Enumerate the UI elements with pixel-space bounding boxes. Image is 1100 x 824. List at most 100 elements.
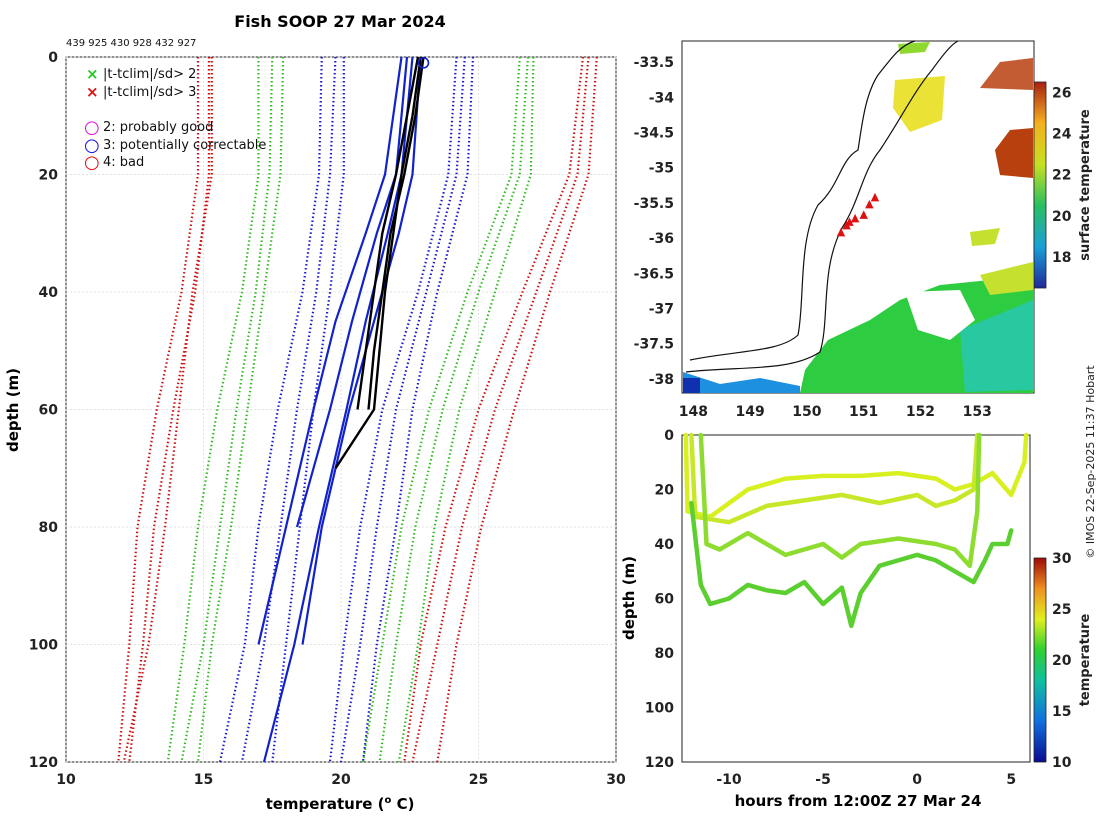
xlabel-tail: C) — [391, 795, 414, 813]
station-marker: ▲ — [859, 207, 868, 220]
ts-y-tick-label: 80 — [655, 646, 675, 662]
sst-colorbar-ticks: 26 24 22 20 18 — [1052, 85, 1072, 266]
sst-yellowgreen-patch — [980, 262, 1033, 295]
map-y-tick-label: -38 — [649, 372, 674, 388]
map-x-tick-label: 149 — [736, 404, 765, 420]
map-y-tick-label: -37.5 — [634, 337, 674, 353]
station-marker: ▲ — [842, 218, 851, 231]
profile-line — [271, 57, 345, 763]
map-x-tick-label: 148 — [679, 404, 708, 420]
legend-label-sd3: |t-tclim|/sd> 3 — [103, 85, 196, 100]
profile-line — [339, 56, 466, 763]
station-marker: ▲ — [837, 225, 846, 238]
map-y-tick-label: -34.5 — [634, 126, 674, 142]
station-markers: ▲▲▲▲ ▲▲▲ — [837, 190, 880, 238]
temp-colorbar-tick: 25 — [1052, 602, 1071, 618]
map-x-tick-label: 150 — [792, 404, 821, 420]
shelf-contour — [685, 40, 959, 373]
profiles-x-axis-label: temperature (o C) — [266, 795, 415, 813]
profile-line — [122, 57, 213, 763]
legend-symbol-flag4: ○ — [84, 152, 100, 173]
map-y-tick-label: -37 — [649, 302, 674, 318]
sst-colorbar-tick: 20 — [1052, 209, 1072, 225]
ts-y-tick-label: 120 — [645, 755, 674, 771]
profile-line — [128, 57, 211, 763]
profile-line — [166, 57, 260, 763]
ts-x-tick-label: -5 — [815, 772, 831, 788]
profiles-ticks: 10 15 20 25 30 0 20 40 60 80 100 120 — [29, 50, 626, 788]
profile-line — [356, 56, 420, 410]
timeseries-ticks: -10 -5 0 5 0 20 40 60 80 100 120 — [645, 428, 1016, 788]
sst-colorbar-tick: 26 — [1052, 85, 1071, 101]
timeseries-curves — [683, 432, 1029, 629]
ts-x-tick-label: -10 — [716, 772, 742, 788]
map-y-tick-label: -36 — [649, 231, 674, 247]
sst-colorbar — [1033, 81, 1047, 289]
profiles-legend: × |t-tclim|/sd> 2 × |t-tclim|/sd> 3 ○ 2:… — [84, 65, 266, 173]
station-marker: ▲ — [871, 190, 880, 203]
map-y-tick-label: -36.5 — [634, 266, 674, 282]
sst-yellow-patch — [893, 76, 945, 132]
xlabel-main: temperature ( — [266, 795, 385, 813]
y-tick-label: 20 — [39, 168, 59, 184]
y-tick-label: 60 — [39, 403, 59, 419]
sst-blue-patch — [683, 372, 800, 393]
ts-y-tick-label: 20 — [655, 483, 675, 499]
legend-symbol-flag2: ○ — [84, 117, 100, 138]
coastline — [689, 40, 916, 361]
profile-line — [117, 57, 200, 763]
sst-colorbar-tick: 24 — [1052, 127, 1072, 143]
map-x-tick-label: 151 — [849, 404, 878, 420]
profile-line — [301, 56, 422, 645]
timeseries-x-axis-label: hours from 12:00Z 27 Mar 24 — [735, 792, 982, 810]
profiles-grid — [65, 56, 617, 763]
chart-title: Fish SOOP 27 Mar 2024 — [234, 12, 445, 31]
legend-symbol-sd3: × — [86, 83, 99, 101]
profile-line — [240, 56, 337, 763]
sst-small-patch — [970, 228, 1000, 246]
profile-line — [411, 56, 590, 763]
map-panel: ▲▲▲▲ ▲▲▲ 148 149 150 151 152 153 -33.5 -34 -34.5 -… — [634, 40, 1093, 420]
y-tick-label: 80 — [39, 520, 59, 536]
map-y-tick-label: -35.5 — [634, 196, 674, 212]
x-tick-label: 15 — [194, 772, 213, 788]
sst-teal-patch — [960, 300, 1033, 392]
flag-marker — [417, 57, 430, 69]
profile-line — [196, 56, 285, 763]
y-tick-label: 100 — [29, 638, 58, 654]
ts-y-tick-label: 0 — [664, 428, 674, 444]
x-tick-label: 30 — [606, 772, 626, 788]
profile-line — [328, 56, 458, 763]
temp-colorbar-tick: 10 — [1052, 755, 1072, 771]
profile-line — [361, 56, 475, 763]
temp-colorbar-tick: 15 — [1052, 704, 1071, 720]
map-y-tick-label: -33.5 — [634, 55, 674, 71]
profile-line — [257, 56, 403, 645]
sst-patches — [683, 42, 1033, 393]
profile-line — [403, 56, 585, 763]
sst-red-patch — [995, 128, 1033, 178]
sst-darkblue-patch — [683, 378, 700, 393]
copyright-watermark: © IMOS 22-Sep-2025 11:37 Hobart — [1084, 365, 1097, 559]
sst-colorbar-tick: 22 — [1052, 168, 1071, 184]
x-tick-label: 10 — [56, 772, 76, 788]
y-tick-label: 0 — [48, 50, 58, 66]
temp-colorbar-tick: 30 — [1052, 551, 1072, 567]
timeseries-y-axis-label: depth (m) — [620, 556, 638, 640]
ts-y-tick-label: 100 — [645, 701, 674, 717]
map-x-tick-label: 152 — [906, 404, 935, 420]
legend-label-flag3: 3: potentially correctable — [103, 138, 266, 153]
profile-line — [334, 56, 422, 469]
temp-colorbar-ticks: 30 25 20 15 10 — [1052, 551, 1072, 771]
ts-x-tick-label: 0 — [912, 772, 922, 788]
map-x-tick-label: 153 — [963, 404, 992, 420]
timeseries-panel: -10 -5 0 5 0 20 40 60 80 100 120 hours from 12:00Z… — [620, 428, 1093, 810]
ts-curve — [683, 432, 1029, 520]
temp-colorbar-label: temperature — [1078, 614, 1093, 707]
y-tick-label: 120 — [29, 755, 58, 771]
legend-symbol-flag3: ○ — [84, 135, 100, 156]
station-marker: ▲ — [845, 215, 854, 228]
y-tick-label: 40 — [39, 285, 59, 301]
profile-ids: 439 925 430 928 432 927 — [66, 38, 196, 49]
profiles-series — [117, 56, 598, 763]
